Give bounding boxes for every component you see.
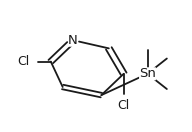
Text: Sn: Sn: [139, 67, 156, 80]
Text: Cl: Cl: [18, 55, 30, 68]
Text: N: N: [68, 34, 78, 47]
Text: Cl: Cl: [118, 99, 130, 112]
